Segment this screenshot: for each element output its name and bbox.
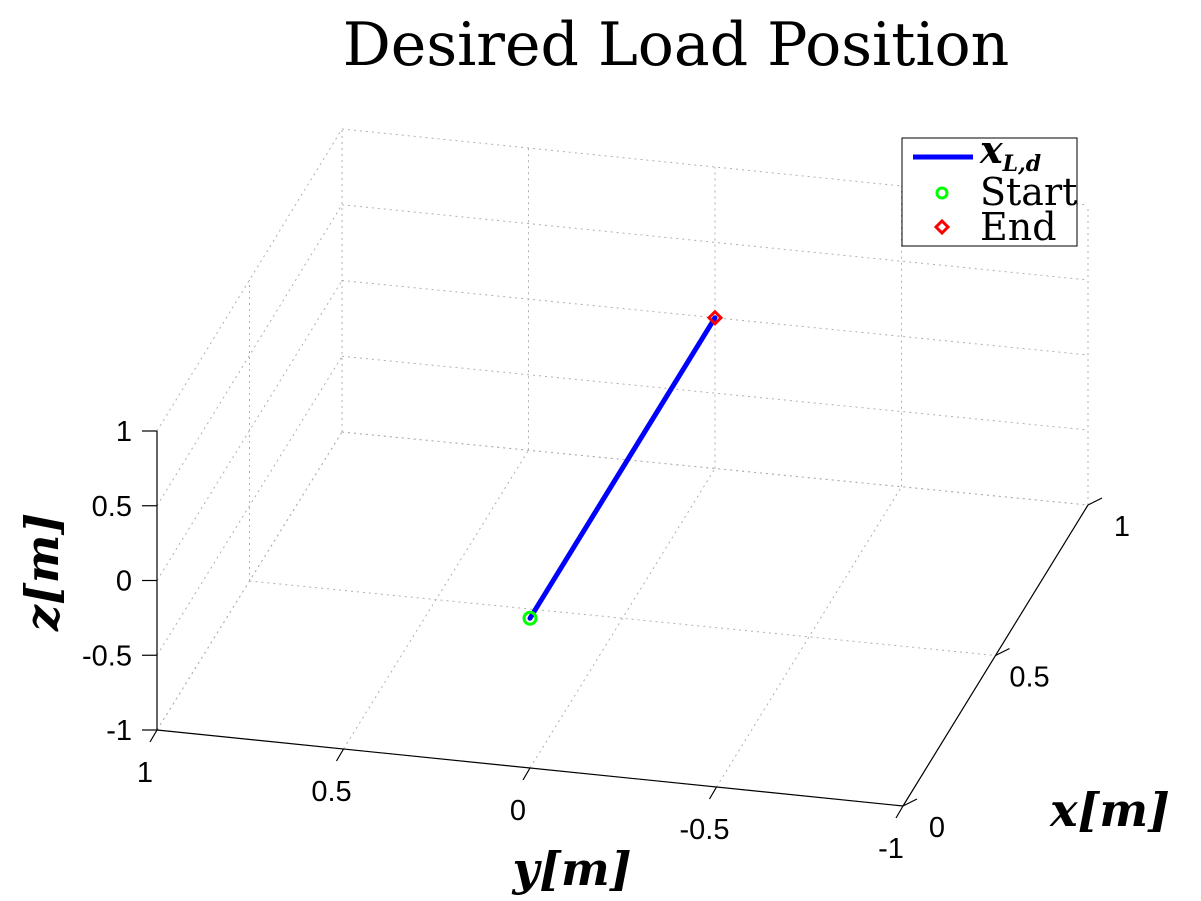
legend: xL,d Start End [901,127,1078,249]
tick-labels: 1 0.5 0 -0.5 -1 0 0.5 1 1 0.5 0 -0.5 -1 [82,416,1130,865]
x-tick-label: 0 [929,812,945,844]
y-axis-label: y[m] [512,842,632,896]
x-tick-mark [902,798,918,807]
y-tick-label: 0 [510,795,526,827]
floor-grid-line-x [249,580,996,656]
left-wall-grid-line-horizontal [156,204,343,507]
legend-start-marker [935,186,949,200]
back-wall-grid-line-horizontal [341,431,1089,506]
y-tick-mark [335,748,345,762]
x-tick-label: 0.5 [1009,662,1049,694]
legend-label-series-sub: L,d [1002,151,1042,177]
back-wall-grid-line-horizontal [341,280,1089,356]
x-tick-label: 1 [1114,511,1130,543]
z-tick-label: -0.5 [82,640,132,672]
x-tick-mark [1087,497,1103,506]
y-tick-mark [522,767,531,781]
end-marker [706,309,724,326]
y-tick-label: 0.5 [311,776,351,808]
y-tick-mark [895,805,904,819]
z-tick-label: 0.5 [92,491,132,523]
series-layer [522,309,724,626]
z-tick-label: 0 [116,566,132,598]
z-tick-label: 1 [116,416,132,448]
left-wall-grid-line-horizontal [156,355,343,656]
floor-grid-line-y [716,486,902,788]
left-wall-grid-line-horizontal [156,431,343,731]
y-tick-mark [149,729,158,743]
back-wall-grid-line-horizontal [341,355,1089,431]
series-line [527,315,718,621]
left-wall-grid-line-horizontal [156,128,343,432]
y-tick-label: -1 [878,833,904,865]
floor-grid-line-y [529,468,716,769]
axes [142,430,1103,819]
legend-label-start: Start [980,170,1077,214]
z-tick-label: -1 [106,715,132,747]
legend-label-end: End [980,205,1057,249]
x-tick-mark [995,647,1010,657]
y-tick-label: 1 [137,757,153,789]
legend-end-marker [933,218,951,236]
y-tick-label: -0.5 [680,814,730,846]
legend-label-series-main: x [979,127,1004,172]
start-marker [522,610,538,626]
chart-title: Desired Load Position [343,10,1010,80]
y-tick-mark [708,786,718,800]
floor-grid-line-y [343,449,529,750]
x-axis-label: x[m] [1049,783,1170,837]
back-wall-grid-line-horizontal [341,204,1089,281]
legend-label-series: xL,d [979,127,1041,177]
z-axis-label: z[m] [15,513,69,632]
